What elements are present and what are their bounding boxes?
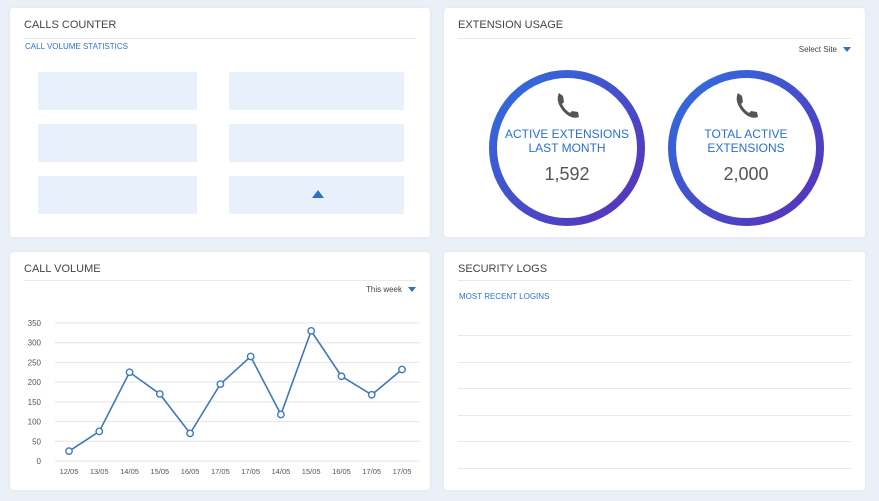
gauge-ring [489, 70, 645, 226]
point [398, 365, 406, 374]
kpi-tile [229, 176, 404, 214]
kpi-tile [229, 124, 404, 162]
security-logs-card: SECURITY LOGS MOST RECENT LOGINS [444, 252, 865, 490]
y-tick-label: 50 [32, 437, 41, 446]
x-tick-label: 13/05 [90, 467, 109, 476]
x-tick-label: 16/05 [181, 467, 200, 476]
row-divider [458, 414, 851, 416]
y-tick-label: 100 [28, 418, 42, 427]
x-tick-label: 17/05 [393, 467, 412, 476]
x-tick-label: 14/05 [120, 467, 139, 476]
gauge-label: ACTIVE EXTENSIONS [505, 127, 629, 141]
period-dropdown[interactable]: This week [366, 285, 416, 294]
phone-icon [557, 93, 579, 118]
y-tick-label: 200 [28, 378, 42, 387]
trend-up-icon [312, 190, 324, 198]
row-divider [458, 441, 851, 442]
point [125, 368, 134, 377]
kpi-tile [38, 72, 197, 110]
gauge-ring [668, 70, 824, 226]
point [95, 427, 104, 436]
gauge-value: 2,000 [723, 164, 768, 184]
point [277, 410, 285, 419]
divider [458, 38, 851, 39]
card-title: CALLS COUNTER [24, 19, 117, 31]
y-tick-label: 350 [28, 319, 42, 328]
x-tick-label: 14/05 [272, 467, 291, 476]
divider [458, 280, 851, 281]
x-tick-label: 17/05 [241, 467, 260, 476]
site-dropdown[interactable]: Select Site [799, 45, 851, 54]
row-divider [458, 361, 851, 363]
kpi-tile [38, 176, 197, 214]
kpi-tile [229, 72, 404, 110]
x-tick-label: 17/05 [362, 467, 381, 476]
point [155, 390, 164, 398]
point [216, 380, 225, 389]
call-volume-card: CALL VOLUME This week 0 50 100 150 200 250 300… [10, 252, 430, 490]
phone-icon [736, 93, 758, 118]
y-tick-label: 300 [28, 339, 42, 348]
divider [24, 38, 416, 39]
gauge-label: TOTAL ACTIVE [704, 127, 787, 141]
card-subtitle: CALL VOLUME STATISTICS [25, 42, 128, 51]
x-tick-label: 12/05 [60, 467, 79, 476]
point [367, 390, 376, 399]
divider [24, 280, 416, 281]
card-title: EXTENSION USAGE [458, 19, 564, 31]
x-tick-label: 15/05 [150, 467, 169, 476]
line-chart: 0 50 100 150 200 250 300 350 12/05 13/05 14/05 15/0… [28, 319, 420, 476]
card-title: CALL VOLUME [24, 263, 101, 275]
row-divider [458, 467, 851, 469]
point [307, 326, 316, 335]
x-tick-label: 16/05 [332, 467, 351, 476]
gauge-label: LAST MONTH [528, 141, 605, 155]
kpi-tile [38, 124, 197, 162]
x-tick-label: 15/05 [302, 467, 321, 476]
extension-usage-card: EXTENSION USAGE Select Site ACTIVE EXTEN… [444, 8, 865, 237]
y-tick-label: 150 [28, 398, 42, 407]
point [246, 352, 255, 361]
point [337, 372, 346, 381]
card-subtitle: MOST RECENT LOGINS [459, 292, 550, 301]
calls-counter-card: CALLS COUNTER CALL VOLUME STATISTICS [10, 8, 430, 237]
gauge-label: EXTENSIONS [707, 141, 784, 155]
card-title: SECURITY LOGS [458, 263, 548, 275]
point [186, 429, 194, 438]
gauge-value: 1,592 [544, 164, 589, 184]
row-divider [458, 335, 851, 336]
row-divider [458, 388, 851, 389]
line [68, 329, 403, 452]
y-tick-label: 0 [37, 457, 42, 466]
point [65, 447, 73, 456]
x-tick-label: 17/05 [211, 467, 230, 476]
y-tick-label: 250 [28, 358, 42, 367]
